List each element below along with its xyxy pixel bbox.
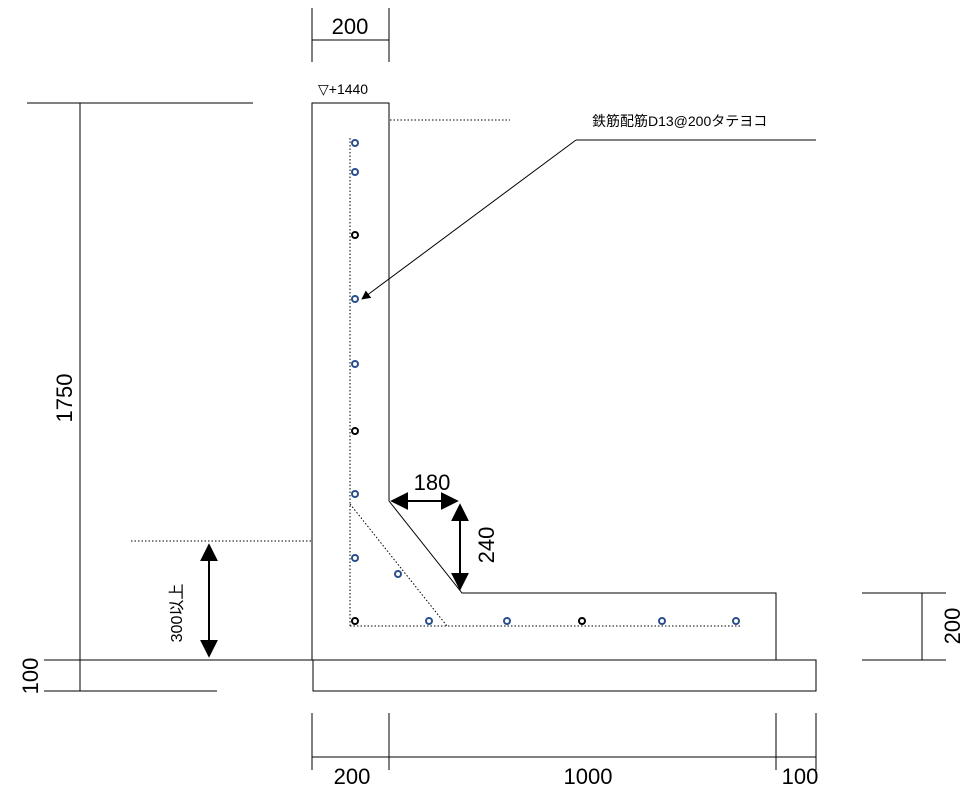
wall-outline [311, 102, 777, 661]
rebar-note-leader: 鉄筋配筋D13@200タテヨコ [361, 113, 816, 300]
embed-depth-label: 300以上 [168, 584, 186, 643]
base-concrete-dimension: 100 [18, 658, 312, 695]
base-concrete [312, 659, 817, 692]
haunch-width-label: 180 [414, 470, 451, 495]
rebar-lines [349, 138, 740, 627]
embed-depth-dimension: 300以上 [131, 540, 312, 658]
bottom-dim-wall: 200 [334, 764, 371, 789]
total-height-label: 1750 [52, 374, 77, 423]
bottom-dimension-chain: 200 1000 100 [311, 713, 819, 789]
top-level-label: ▽+1440 [318, 81, 368, 97]
bottom-dim-base: 100 [782, 764, 819, 789]
base-concrete-label: 100 [18, 658, 43, 695]
total-height-dimension: 1750 [27, 102, 253, 691]
haunch-height-label: 240 [474, 527, 499, 564]
haunch-dimensions: 180 240 [390, 470, 499, 591]
wall-thickness-label: 200 [332, 14, 369, 39]
rebar-note-label: 鉄筋配筋D13@200タテヨコ [592, 113, 767, 129]
slab-thickness-label: 200 [940, 608, 965, 645]
bottom-dim-slab: 1000 [564, 764, 613, 789]
rebar-markers [351, 139, 740, 625]
wall-thickness-dimension: 200 [311, 8, 390, 62]
slab-thickness-dimension: 200 [862, 592, 965, 661]
